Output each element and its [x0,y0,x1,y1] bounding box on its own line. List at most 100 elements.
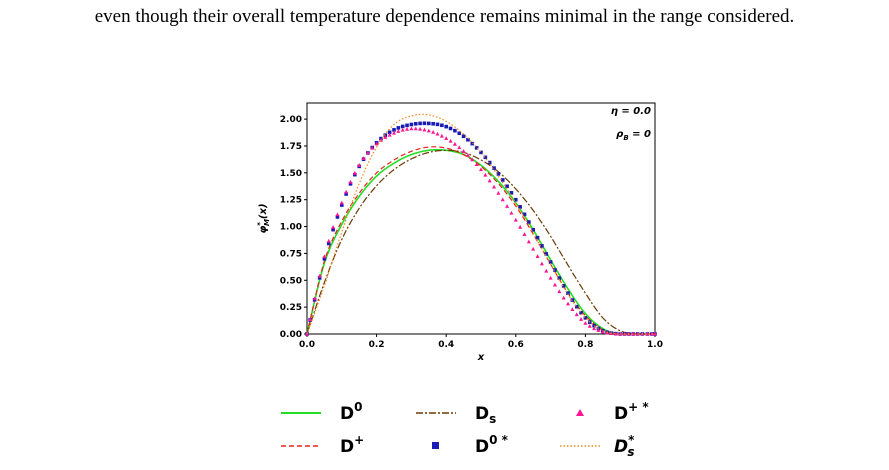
series-point [574,312,579,317]
series-point [579,317,584,321]
series-point [431,121,435,126]
series-point [522,232,527,236]
series-point [418,121,422,126]
legend-label: D0 [340,400,362,424]
y-tick-label: 0.00 [280,330,302,340]
series-point [470,141,475,146]
series-point [435,131,440,136]
x-tick-label: 1.0 [647,340,663,350]
series-point [539,261,544,266]
series-point [583,320,588,325]
series-point [479,150,483,155]
y-tick-label: 2.00 [280,115,302,125]
series-point [448,138,453,143]
series-point [583,316,588,320]
series-point [448,126,453,131]
series-point [370,145,375,150]
series-point [487,160,492,165]
series-point [340,203,344,207]
x-tick-label: 0.4 [438,340,454,350]
series-point [461,149,466,153]
series-point [392,128,396,132]
series-point [492,184,497,189]
annotation-eta: η = 0.0 [611,106,651,117]
series-point [544,252,549,256]
series-point [387,132,392,137]
legend-label: D+ [340,433,364,457]
legend-entry: D+ [281,433,364,457]
series-point [326,241,331,246]
legend-entry: D* s [560,433,635,459]
legend: D0 D+ Ds D0 * D+ * D* s [281,400,649,459]
series-point [331,227,335,232]
series-point [653,331,657,336]
series-point [426,128,431,133]
series-point [544,268,549,273]
series-point [505,204,510,208]
series-point [487,178,492,183]
series-point [509,210,514,215]
series-point [405,123,409,128]
series-point [444,124,448,129]
series-point [457,131,462,136]
series-point [396,129,401,133]
series-point [531,246,536,251]
series-line [306,148,655,335]
series-point [535,254,540,258]
series-point [483,155,488,160]
series-point [522,212,527,217]
series-point [474,162,479,167]
series-point [500,178,505,182]
series-point [548,275,553,280]
y-tick-label: 1.25 [280,196,302,206]
series-point [518,224,523,229]
series-point [557,289,562,294]
series-point [466,137,470,142]
series-point [574,304,579,309]
y-tick-label: 0.25 [280,303,302,313]
series-point [312,296,317,301]
plot-frame [306,102,656,335]
series-point [566,301,570,306]
y-tick-label: 1.00 [280,223,302,233]
series-point [308,317,313,322]
legend-label: D+ * [614,400,649,424]
series-point [413,122,418,126]
series-point [427,121,431,126]
series-point [440,123,444,128]
series-point [326,238,331,243]
series-point [474,146,479,150]
y-tick-label: 0.75 [280,249,302,259]
x-tick-label: 0.8 [577,340,593,350]
legend-entry: D+ * [576,400,649,424]
series-point [518,205,522,209]
series-point [400,127,405,132]
series-point [500,197,505,202]
series-point [331,224,336,229]
series-point [374,141,379,146]
series-point [444,136,449,140]
y-tick-label: 0.50 [280,276,302,286]
series-point [418,126,423,131]
series-point [570,307,575,311]
series-line [306,149,655,335]
series-point [513,217,518,222]
series-point [548,260,553,264]
y-tick-label: 1.75 [280,142,302,152]
x-axis-label: x [477,352,485,363]
legend-entry: Ds [416,404,496,426]
legend-entry: D0 [281,400,362,424]
series-point [557,276,562,280]
series-point [492,166,496,170]
series-point [596,328,601,332]
series-point [479,167,483,172]
series-point [435,122,440,127]
series-point [470,157,475,162]
series-point [483,172,488,177]
series-layer [305,113,657,336]
series-point [322,254,327,259]
body-text-line: even though their overall temperature de… [94,6,795,27]
series-point [422,121,427,126]
series-point [561,284,566,288]
